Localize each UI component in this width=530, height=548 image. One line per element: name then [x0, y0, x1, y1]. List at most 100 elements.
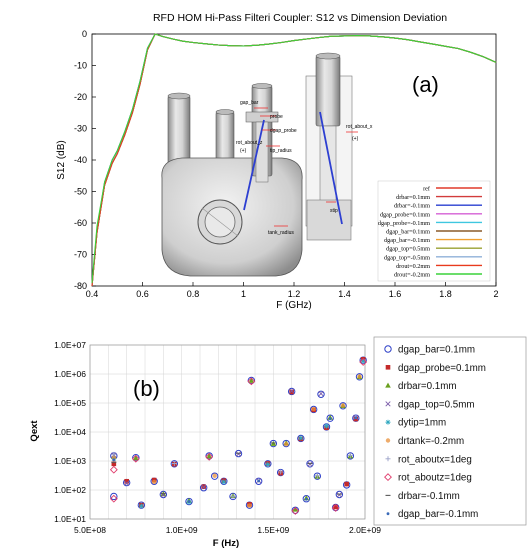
data-point-dgap-bar-0-1mm: [170, 460, 179, 468]
chart-b-y-tick-label: 1.0E+05: [54, 398, 86, 408]
chart-a-y-tick-labels: 0 -10 -20 -30 -40 -50 -60 -70 -80: [74, 29, 87, 291]
data-point-dgap-top-0-5mm: [201, 484, 207, 490]
data-point-dgap-bar-0-1mm: [339, 402, 347, 410]
chart-b-y-axis-label: Qext: [29, 420, 40, 442]
data-point-dgap-top-0-5mm: [289, 388, 295, 394]
data-point-drtank-0-2mm: [151, 479, 157, 485]
chart-a-y-tick-label: -60: [74, 218, 87, 228]
chart-a-x-tick-label: 1: [241, 289, 246, 299]
data-point-dgap-top-0-5mm: [124, 480, 130, 486]
chart-b-y-tick-label: 1.0E+03: [54, 456, 86, 466]
data-point-dgap-bar-0-1mm: [355, 373, 364, 381]
data-point-dgap-bar-0-1mm: [210, 472, 219, 480]
legend-b-label: dgap_probe=0.1mm: [398, 363, 486, 374]
data-point-dgap-bar-0-1mm: [306, 460, 314, 468]
panel-a-label: (a): [412, 72, 439, 97]
data-point-dgap-bar-0-1mm: [346, 452, 355, 460]
data-point-drtank-0-2mm: [340, 403, 346, 408]
chart-a-y-tick-label: -20: [74, 92, 87, 102]
legend-a-label: dgap_bar=-0.1mm: [384, 237, 430, 244]
chart-b-x-axis-label: F (Hz): [213, 538, 239, 548]
inset-label-rot-about-z: rot_about_z: [236, 140, 263, 146]
data-point-dgap-bar-0-1mm: [287, 387, 296, 396]
coupler-3d-model-illustration: gap_bar probe dgap_probe rot_about_z (+)…: [161, 52, 373, 277]
data-point-rot-aboutz-1deg: [109, 494, 118, 503]
legend-a-label: dgap_bar=0.1mm: [386, 229, 430, 236]
data-point-rot-aboutz-1deg: [205, 452, 214, 461]
chart-a-y-tick-label: -80: [74, 281, 87, 291]
chart-a-y-axis-label: S12 (dB): [56, 140, 67, 179]
data-point-rot-aboutz-1deg: [109, 465, 118, 474]
data-point-drtank-0-2mm: [212, 473, 217, 478]
legend-a-label: drout=-0.2mm: [394, 272, 430, 279]
data-point-dgap-top-0-5mm: [307, 461, 313, 467]
legend-a-label: drbar=-0.1mm: [394, 203, 430, 210]
data-point-drtank-0-2mm: [311, 406, 316, 412]
data-point-dgap-bar-0-1mm: [354, 416, 358, 420]
data-point-drbar-0-1mm: [292, 506, 299, 512]
data-point-dytip-1mm: [138, 503, 144, 509]
legend-b-label: dgap_top=0.5mm: [398, 399, 475, 410]
data-point-dgap-bar-0-1mm: [247, 376, 256, 385]
chart-a-x-tick-label: 1.4: [338, 289, 351, 299]
data-point-dgap-bar-0-1mm: [304, 497, 308, 501]
data-point-dgap-bar-0-1mm: [297, 434, 305, 443]
legend-a-label: dgap_probe=0.1mm: [380, 211, 430, 218]
legend-b-label: rot_aboutz=1deg: [398, 473, 472, 484]
data-point-dgap-bar-0-1mm: [335, 490, 344, 499]
chart-a-series-lines: [91, 33, 497, 287]
data-point-dgap-probe-0-1mm: [333, 504, 338, 510]
data-point-dgap-bar-0-1mm: [110, 492, 118, 501]
data-point-rot-aboutz-1deg: [131, 454, 140, 463]
inset-label-dgap-probe: dgap_probe: [270, 128, 297, 134]
data-point-drbar-0-1mm: [133, 455, 139, 461]
legend-b-marker: [385, 456, 391, 462]
inset-label-tank-radius: tank_radius: [268, 230, 294, 236]
chart-b-y-tick-labels: 1.0E+07 1.0E+06 1.0E+05 1.0E+04 1.0E+03 1.0E+…: [54, 340, 86, 524]
inset-label-probe: probe: [270, 114, 283, 120]
chart-b-gridlines: [89, 344, 366, 520]
chart-a-x-tick-label: 1.8: [439, 289, 452, 299]
legend-b-label: drbar=-0.1mm: [398, 491, 460, 502]
data-point-drtank-0-2mm: [357, 374, 362, 379]
data-point-rot-aboutx-1deg: [278, 469, 284, 475]
chart-b-x-tick-label: 5.0E+08: [74, 525, 106, 535]
data-point-dytip-1mm: [360, 358, 366, 364]
legend-a-label: drout=0.2mm: [396, 263, 430, 270]
inset-label-stip: stip: [330, 208, 338, 214]
chart-b-x-tick-label: 1.0E+09: [166, 525, 198, 535]
legend-a-label: drbar=0.1mm: [396, 194, 430, 201]
legend-b-label: drtank=-0.2mm: [398, 436, 464, 447]
data-point-dgap-bar-0-1mm: [254, 477, 263, 485]
chart-a-x-tick-label: 1.6: [389, 289, 402, 299]
chart-b-legend-entries: dgap_bar=0.1mm dgap_probe=0.1mm drbar=0.1m…: [384, 345, 486, 520]
data-point-dgap-bar-0-1mm: [187, 500, 191, 503]
chart-b-y-tick-label: 1.0E+06: [54, 369, 86, 379]
data-point-dgap-bar-0-1mm: [234, 449, 243, 458]
legend-b-label: dytip=1mm: [398, 418, 446, 429]
data-point-rot-aboutx-1deg: [347, 452, 353, 458]
chart-b-y-tick-label: 1.0E+02: [54, 485, 86, 495]
chart-a-title: RFD HOM Hi-Pass Filteri Coupler: S12 vs …: [153, 12, 447, 24]
data-point-dgap-bar-0-1mm: [352, 414, 360, 422]
data-point-dgap-probe-0-1mm: [344, 481, 349, 487]
data-point-dgap-bar-0-1mm: [264, 460, 272, 468]
data-point-dgap-bar-0-1mm: [276, 468, 285, 477]
data-point-dgap-bar-0-1mm: [342, 481, 351, 489]
data-point-rot-aboutz-1deg: [291, 506, 300, 515]
data-point-rot-aboutx-1deg: [314, 473, 320, 479]
data-point-rot-aboutx-1deg: [111, 451, 117, 457]
data-point-dytip-1mm: [298, 435, 304, 441]
data-point-dgap-bar-0-1mm: [309, 405, 318, 414]
data-point-dgap-bar-0-1mm: [245, 501, 254, 509]
data-point-dgap-bar-0-1mm: [269, 439, 278, 448]
legend-b-label: rot_aboutx=1deg: [398, 454, 472, 465]
chart-a-y-tick-label: -40: [74, 155, 87, 165]
data-point-drbar-0-1mm: [206, 453, 212, 459]
inset-label-tip-radius: tip_radius: [270, 148, 292, 154]
legend-b-marker: [386, 512, 390, 516]
series-line-drout-0-2mm: [91, 33, 497, 283]
legend-b-marker: [385, 419, 391, 425]
chart-a-y-tick-label: -50: [74, 187, 87, 197]
data-point-drbar-0-1mm: [303, 495, 310, 501]
